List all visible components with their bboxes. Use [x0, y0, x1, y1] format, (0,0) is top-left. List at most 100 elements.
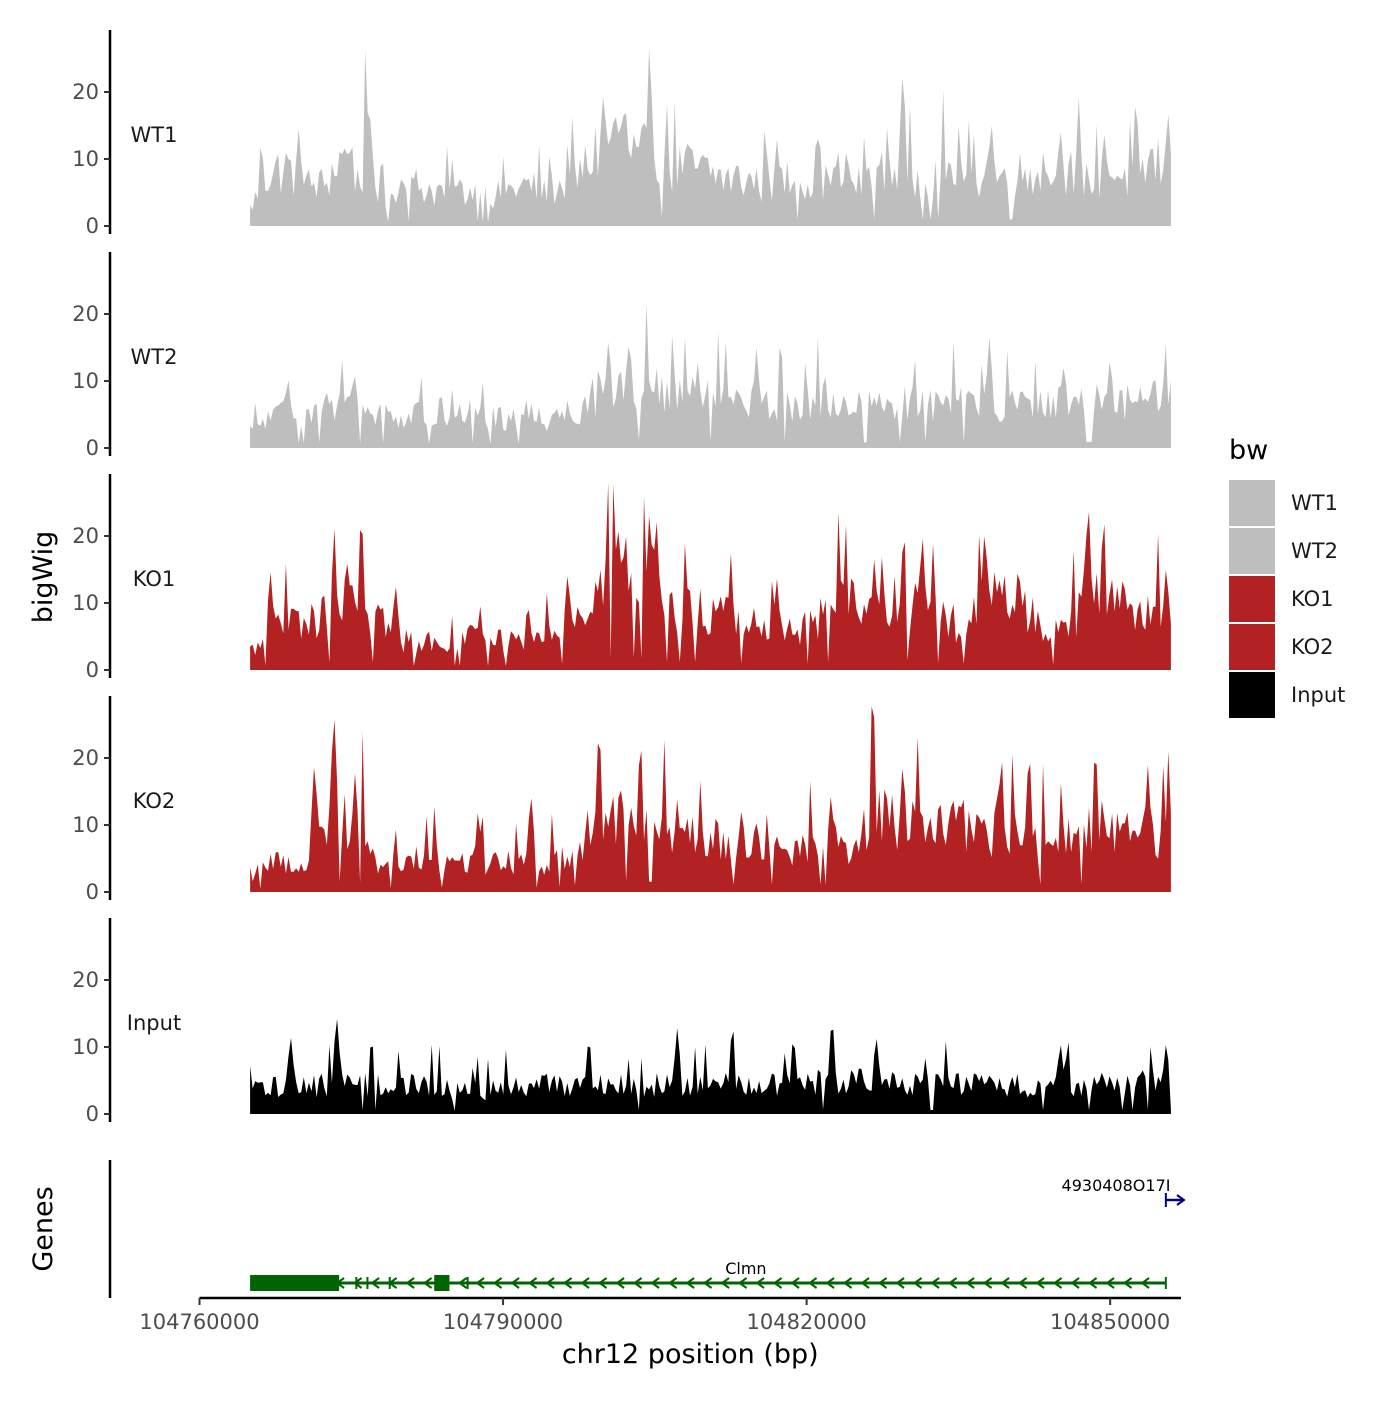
strand-chevron: [720, 1277, 730, 1289]
coverage-area: [250, 1018, 1171, 1114]
legend-swatch: [1229, 672, 1275, 718]
coverage-area: [250, 706, 1171, 892]
legend-label: Input: [1291, 683, 1345, 707]
strand-chevron: [667, 1277, 678, 1289]
x-tick-label: 104790000: [443, 1310, 563, 1334]
strand-chevron: [790, 1277, 800, 1289]
strand-chevron: [1140, 1277, 1150, 1289]
track-panel: 0 10 20 WT2: [72, 252, 1171, 460]
y-tick-label: 20: [72, 746, 99, 770]
strand-chevron: [895, 1277, 905, 1289]
x-axis-title: chr12 position (bp): [562, 1339, 819, 1370]
strand-chevron: [755, 1277, 765, 1289]
strand-chevron: [912, 1277, 923, 1289]
strand-chevron: [702, 1277, 713, 1289]
strand-chevron: [510, 1277, 520, 1289]
track-panel: 0 10 20 WT1: [72, 30, 1171, 238]
track-label: Input: [127, 1011, 181, 1035]
strand-chevron: [1000, 1277, 1010, 1289]
strand-chevron: [772, 1277, 783, 1289]
strand-chevron: [1017, 1277, 1028, 1289]
y-tick-label: 20: [72, 524, 99, 548]
strand-chevron: [807, 1277, 818, 1289]
track-panel: 0 10 20 KO2: [72, 696, 1171, 904]
strand-chevron: [650, 1277, 660, 1289]
strand-chevron: [842, 1277, 853, 1289]
legend-swatch: [1229, 624, 1275, 670]
y-tick-label: 10: [72, 813, 99, 837]
x-tick-label: 104760000: [139, 1310, 259, 1334]
strand-chevron: [1052, 1277, 1063, 1289]
y-tick-label: 10: [72, 369, 99, 393]
strand-chevron: [737, 1277, 748, 1289]
strand-chevron: [475, 1277, 485, 1289]
y-tick-label: 10: [72, 591, 99, 615]
x-tick-label: 104850000: [1050, 1310, 1170, 1334]
strand-chevron: [405, 1277, 415, 1289]
y-tick-label: 0: [86, 658, 99, 682]
track-label: WT2: [131, 345, 178, 369]
y-tick-label: 20: [72, 968, 99, 992]
track-label: KO1: [133, 567, 176, 591]
legend-label: KO1: [1291, 587, 1334, 611]
legend: bw WT1 WT2 KO1 KO2 Input: [1229, 435, 1345, 718]
y-tick-label: 10: [72, 1035, 99, 1059]
exon: [355, 1277, 358, 1289]
strand-chevron: [965, 1277, 975, 1289]
exon: [388, 1277, 391, 1289]
coverage-area: [250, 49, 1171, 227]
strand-chevron: [1122, 1277, 1133, 1289]
coverage-area: [250, 482, 1171, 670]
strand-chevron: [1070, 1277, 1080, 1289]
exon: [250, 1275, 340, 1291]
strand-chevron: [352, 1277, 363, 1289]
track-label: WT1: [131, 123, 178, 147]
y-tick-label: 0: [86, 880, 99, 904]
exon: [366, 1277, 369, 1289]
strand-chevron: [1035, 1277, 1045, 1289]
legend-title: bw: [1229, 435, 1268, 466]
strand-chevron: [982, 1277, 993, 1289]
y-tick-label: 0: [86, 214, 99, 238]
strand-chevron: [632, 1277, 643, 1289]
y-tick-label: 20: [72, 80, 99, 104]
track-label: KO2: [133, 789, 176, 813]
y-tick-label: 10: [72, 147, 99, 171]
strand-chevron: [527, 1277, 538, 1289]
gene-label-clmn: Clmn: [725, 1259, 766, 1278]
strand-chevron: [580, 1277, 590, 1289]
strand-chevron: [685, 1277, 695, 1289]
strand-chevron: [545, 1277, 555, 1289]
strand-chevron: [1105, 1277, 1115, 1289]
gene-label-rik: 4930408O17I: [1062, 1176, 1171, 1195]
legend-label: KO2: [1291, 635, 1334, 659]
genes-axis-title: Genes: [28, 1186, 59, 1271]
strand-chevron: [457, 1277, 468, 1289]
strand-chevron: [615, 1277, 625, 1289]
exon: [466, 1277, 469, 1289]
exon: [434, 1275, 450, 1291]
y-tick-label: 0: [86, 1102, 99, 1126]
strand-chevron: [877, 1277, 888, 1289]
track-panel: 0 10 20 Input: [72, 918, 1171, 1126]
strand-chevron: [930, 1277, 940, 1289]
strand-chevron: [562, 1277, 573, 1289]
strand-chevron: [492, 1277, 503, 1289]
strand-chevron: [1087, 1277, 1098, 1289]
strand-chevron: [1176, 1194, 1186, 1206]
strand-chevron: [597, 1277, 608, 1289]
genes-panel: Genes 104760000 104790000 104820000 10485000…: [28, 1160, 1186, 1334]
strand-chevron: [947, 1277, 958, 1289]
legend-swatch: [1229, 528, 1275, 574]
strand-chevron: [825, 1277, 835, 1289]
track-panel: 0 10 20 KO1: [72, 474, 1171, 682]
y-axis-title: bigWig: [28, 531, 59, 624]
strand-chevron: [370, 1277, 380, 1289]
coverage-area: [250, 304, 1171, 448]
legend-label: WT2: [1291, 539, 1338, 563]
legend-swatch: [1229, 576, 1275, 622]
y-tick-label: 0: [86, 436, 99, 460]
y-tick-label: 20: [72, 302, 99, 326]
